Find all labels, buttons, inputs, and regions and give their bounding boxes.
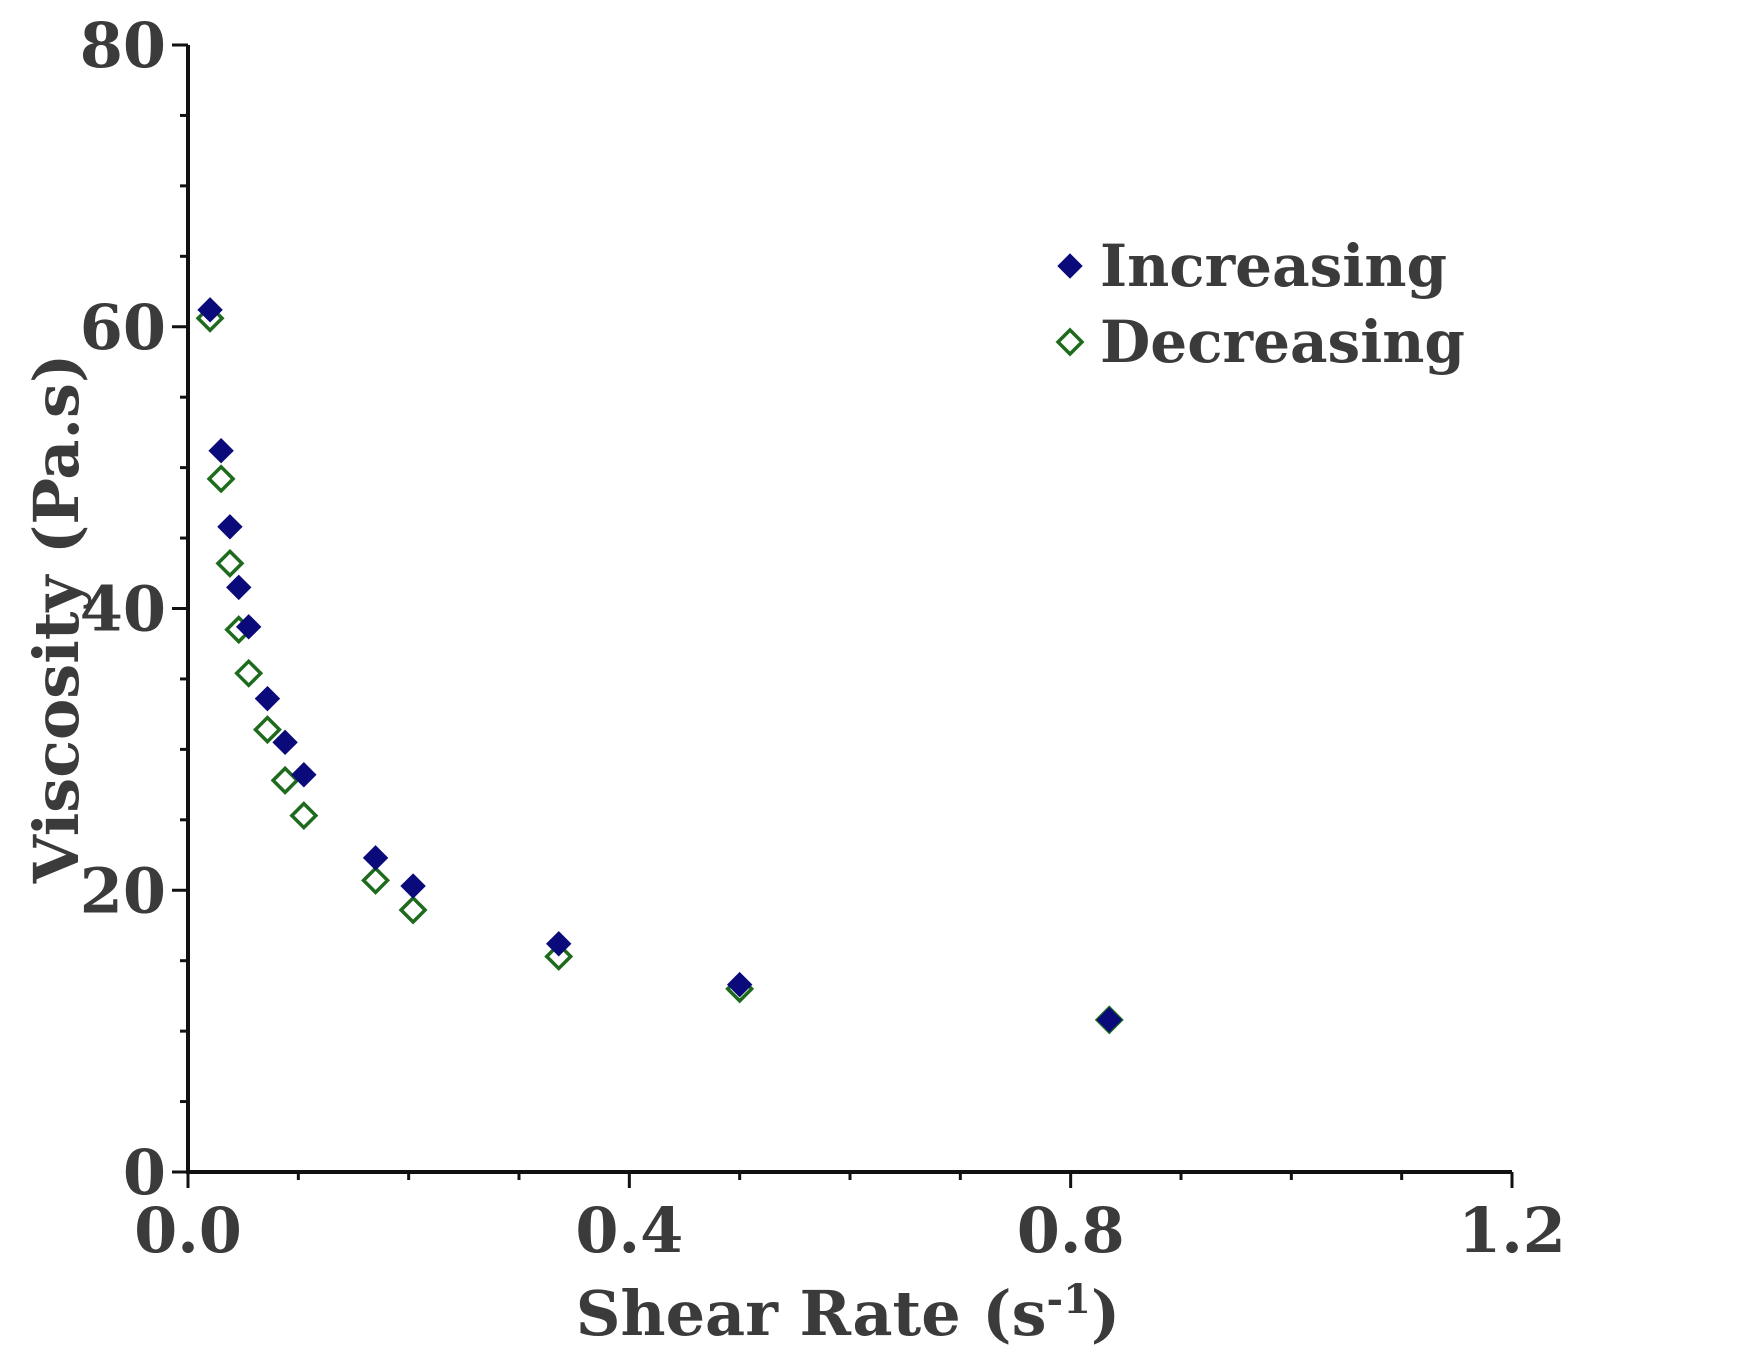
data-point-open-diamond: [206, 464, 236, 494]
plot-area: 0 20 40 60 80 0.0 0.4 0.8 1.2: [80, 9, 1566, 1267]
data-point-open-diamond: [289, 801, 319, 831]
data-point-filled-diamond: [254, 685, 281, 712]
data-point-filled-diamond: [1096, 1007, 1122, 1033]
data-point-filled-diamond: [291, 762, 317, 788]
data-point-filled-diamond: [362, 845, 389, 871]
data-point-open-diamond: [544, 941, 574, 971]
legend-item-decreasing: Decreasing: [1055, 308, 1465, 376]
series-increasing: [197, 297, 1122, 1033]
legend-label-decreasing: Decreasing: [1100, 308, 1465, 376]
data-point-open-diamond: [215, 548, 245, 578]
y-tick-label: 60: [80, 291, 166, 364]
data-markers: [195, 297, 1124, 1035]
x-axis-label: Shear Rate (s-1): [576, 1276, 1121, 1350]
data-point-filled-diamond: [400, 873, 426, 899]
x-axis-label-main: Shear Rate (s: [576, 1277, 1047, 1350]
data-point-open-diamond: [270, 765, 300, 795]
data-point-open-diamond: [234, 658, 264, 688]
tick-labels: 0 20 40 60 80 0.0 0.4 0.8 1.2: [80, 9, 1566, 1267]
legend: Increasing Decreasing: [1055, 232, 1465, 376]
legend-item-increasing: Increasing: [1057, 232, 1447, 300]
data-point-filled-diamond: [226, 574, 252, 601]
x-axis-label-superscript: -1: [1046, 1276, 1090, 1323]
y-tick-label: 0: [123, 1136, 166, 1209]
y-tick-label: 40: [80, 573, 166, 646]
data-point-filled-diamond: [272, 729, 298, 756]
x-tick-label: 1.2: [1458, 1194, 1566, 1267]
data-point-open-diamond: [398, 895, 428, 925]
y-tick-label: 80: [80, 9, 166, 82]
y-tick-label: 20: [80, 854, 166, 927]
axis-ticks: [172, 43, 1514, 1188]
data-point-open-diamond: [252, 715, 282, 745]
data-point-filled-diamond: [235, 614, 262, 640]
data-point-filled-diamond: [197, 297, 223, 323]
x-tick-label: 0.0: [134, 1194, 242, 1267]
data-point-filled-diamond: [208, 438, 234, 464]
series-decreasing: [195, 303, 1124, 1035]
x-tick-label: 0.8: [1017, 1194, 1125, 1267]
data-point-filled-diamond: [726, 971, 753, 998]
x-tick-label: 0.4: [575, 1194, 683, 1267]
legend-label-increasing: Increasing: [1100, 232, 1447, 300]
y-axis-label: Viscosity (Pa.s): [20, 354, 93, 885]
x-axis-label-suffix: ): [1091, 1277, 1120, 1350]
legend-marker-open-diamond: [1055, 327, 1085, 357]
data-point-filled-diamond: [217, 514, 243, 540]
legend-marker-filled-diamond: [1057, 253, 1083, 279]
data-point-open-diamond: [361, 865, 391, 895]
data-point-filled-diamond: [546, 931, 572, 957]
